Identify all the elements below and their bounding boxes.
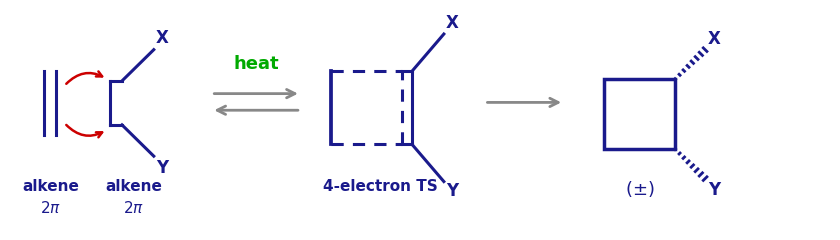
Text: $2\pi$: $2\pi$: [40, 200, 61, 216]
Text: $(\pm)$: $(\pm)$: [625, 179, 654, 199]
Text: $2\pi$: $2\pi$: [123, 200, 144, 216]
Text: X: X: [446, 14, 459, 32]
Text: 4-electron TS: 4-electron TS: [323, 179, 438, 194]
Text: heat: heat: [234, 55, 279, 73]
Text: Y: Y: [708, 180, 720, 198]
Text: X: X: [708, 30, 721, 48]
Text: Y: Y: [446, 181, 458, 199]
Text: alkene: alkene: [106, 179, 162, 194]
Text: X: X: [155, 29, 169, 47]
Text: alkene: alkene: [22, 179, 79, 194]
Text: Y: Y: [155, 159, 168, 177]
